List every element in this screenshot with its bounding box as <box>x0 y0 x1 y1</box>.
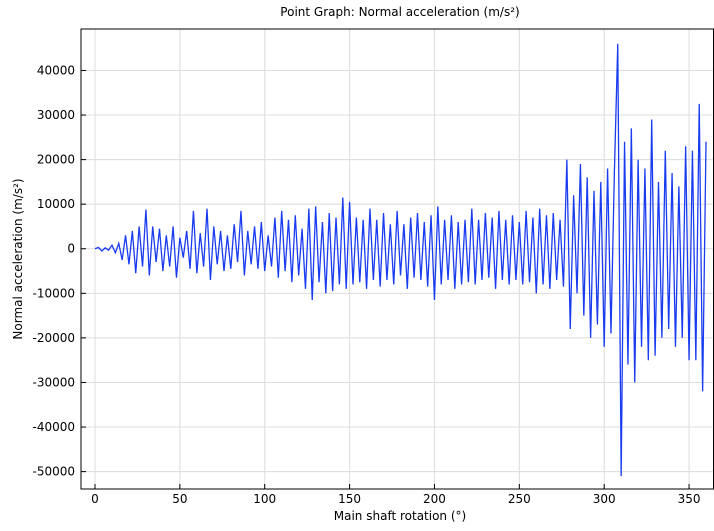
y-tick-label: -50000 <box>32 465 75 479</box>
chart-title: Point Graph: Normal acceleration (m/s²) <box>280 5 519 19</box>
y-axis-label: Normal acceleration (m/s²) <box>11 178 25 339</box>
y-tick-label: 30000 <box>37 108 75 122</box>
x-tick-label: 0 <box>91 492 99 506</box>
y-tick-label: 40000 <box>37 63 75 77</box>
y-tick-label: -20000 <box>32 331 75 345</box>
x-tick-label: 200 <box>423 492 446 506</box>
data-line <box>94 43 707 477</box>
y-tick-label: -30000 <box>32 375 75 389</box>
x-tick-label: 350 <box>678 492 701 506</box>
x-tick-label: 250 <box>508 492 531 506</box>
y-tick-label: 10000 <box>37 197 75 211</box>
x-tick-label: 100 <box>253 492 276 506</box>
y-tick-label: 0 <box>67 242 75 256</box>
x-tick-label: 300 <box>593 492 616 506</box>
x-tick-label: 150 <box>338 492 361 506</box>
y-tick-label: -40000 <box>32 420 75 434</box>
x-tick-label: 50 <box>172 492 187 506</box>
y-tick-label: 20000 <box>37 153 75 167</box>
y-tick-label: -10000 <box>32 286 75 300</box>
x-axis-label: Main shaft rotation (°) <box>334 509 466 523</box>
